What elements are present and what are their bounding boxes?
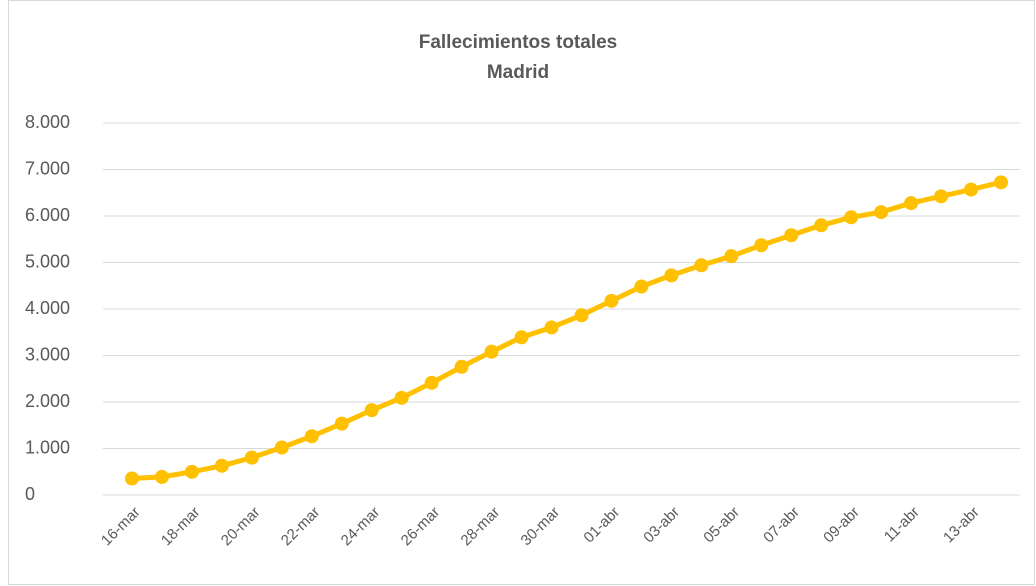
chart-border <box>8 0 1035 585</box>
marker <box>844 210 859 225</box>
marker <box>664 268 679 283</box>
marker <box>154 469 169 484</box>
y-tick-label: 4.000 <box>25 298 70 318</box>
y-tick-label: 0 <box>25 484 35 504</box>
marker <box>574 308 589 323</box>
marker <box>334 416 349 431</box>
marker <box>214 458 229 473</box>
marker <box>814 218 829 233</box>
marker <box>724 249 739 264</box>
marker <box>424 375 439 390</box>
marker <box>994 175 1009 190</box>
marker <box>784 228 799 243</box>
marker <box>364 403 379 418</box>
marker <box>754 238 769 253</box>
marker <box>634 279 649 294</box>
marker <box>484 344 499 359</box>
marker <box>274 440 289 455</box>
marker <box>904 196 919 211</box>
marker <box>604 293 619 308</box>
marker <box>874 205 889 220</box>
y-tick-label: 8.000 <box>25 112 70 132</box>
y-tick-label: 2.000 <box>25 391 70 411</box>
marker <box>394 390 409 405</box>
chart-subtitle: Madrid <box>487 62 549 83</box>
marker <box>454 359 469 374</box>
marker <box>124 471 139 486</box>
marker <box>694 258 709 273</box>
y-tick-label: 5.000 <box>25 251 70 271</box>
y-tick-label: 6.000 <box>25 205 70 225</box>
chart-title: Fallecimientos totales <box>419 32 618 53</box>
marker <box>964 182 979 197</box>
marker <box>544 320 559 335</box>
marker <box>304 429 319 444</box>
y-tick-label: 3.000 <box>25 344 70 364</box>
marker <box>934 189 949 204</box>
marker <box>184 464 199 479</box>
marker <box>244 450 259 465</box>
y-tick-label: 7.000 <box>25 158 70 178</box>
marker <box>514 330 529 345</box>
y-tick-label: 1.000 <box>25 437 70 457</box>
